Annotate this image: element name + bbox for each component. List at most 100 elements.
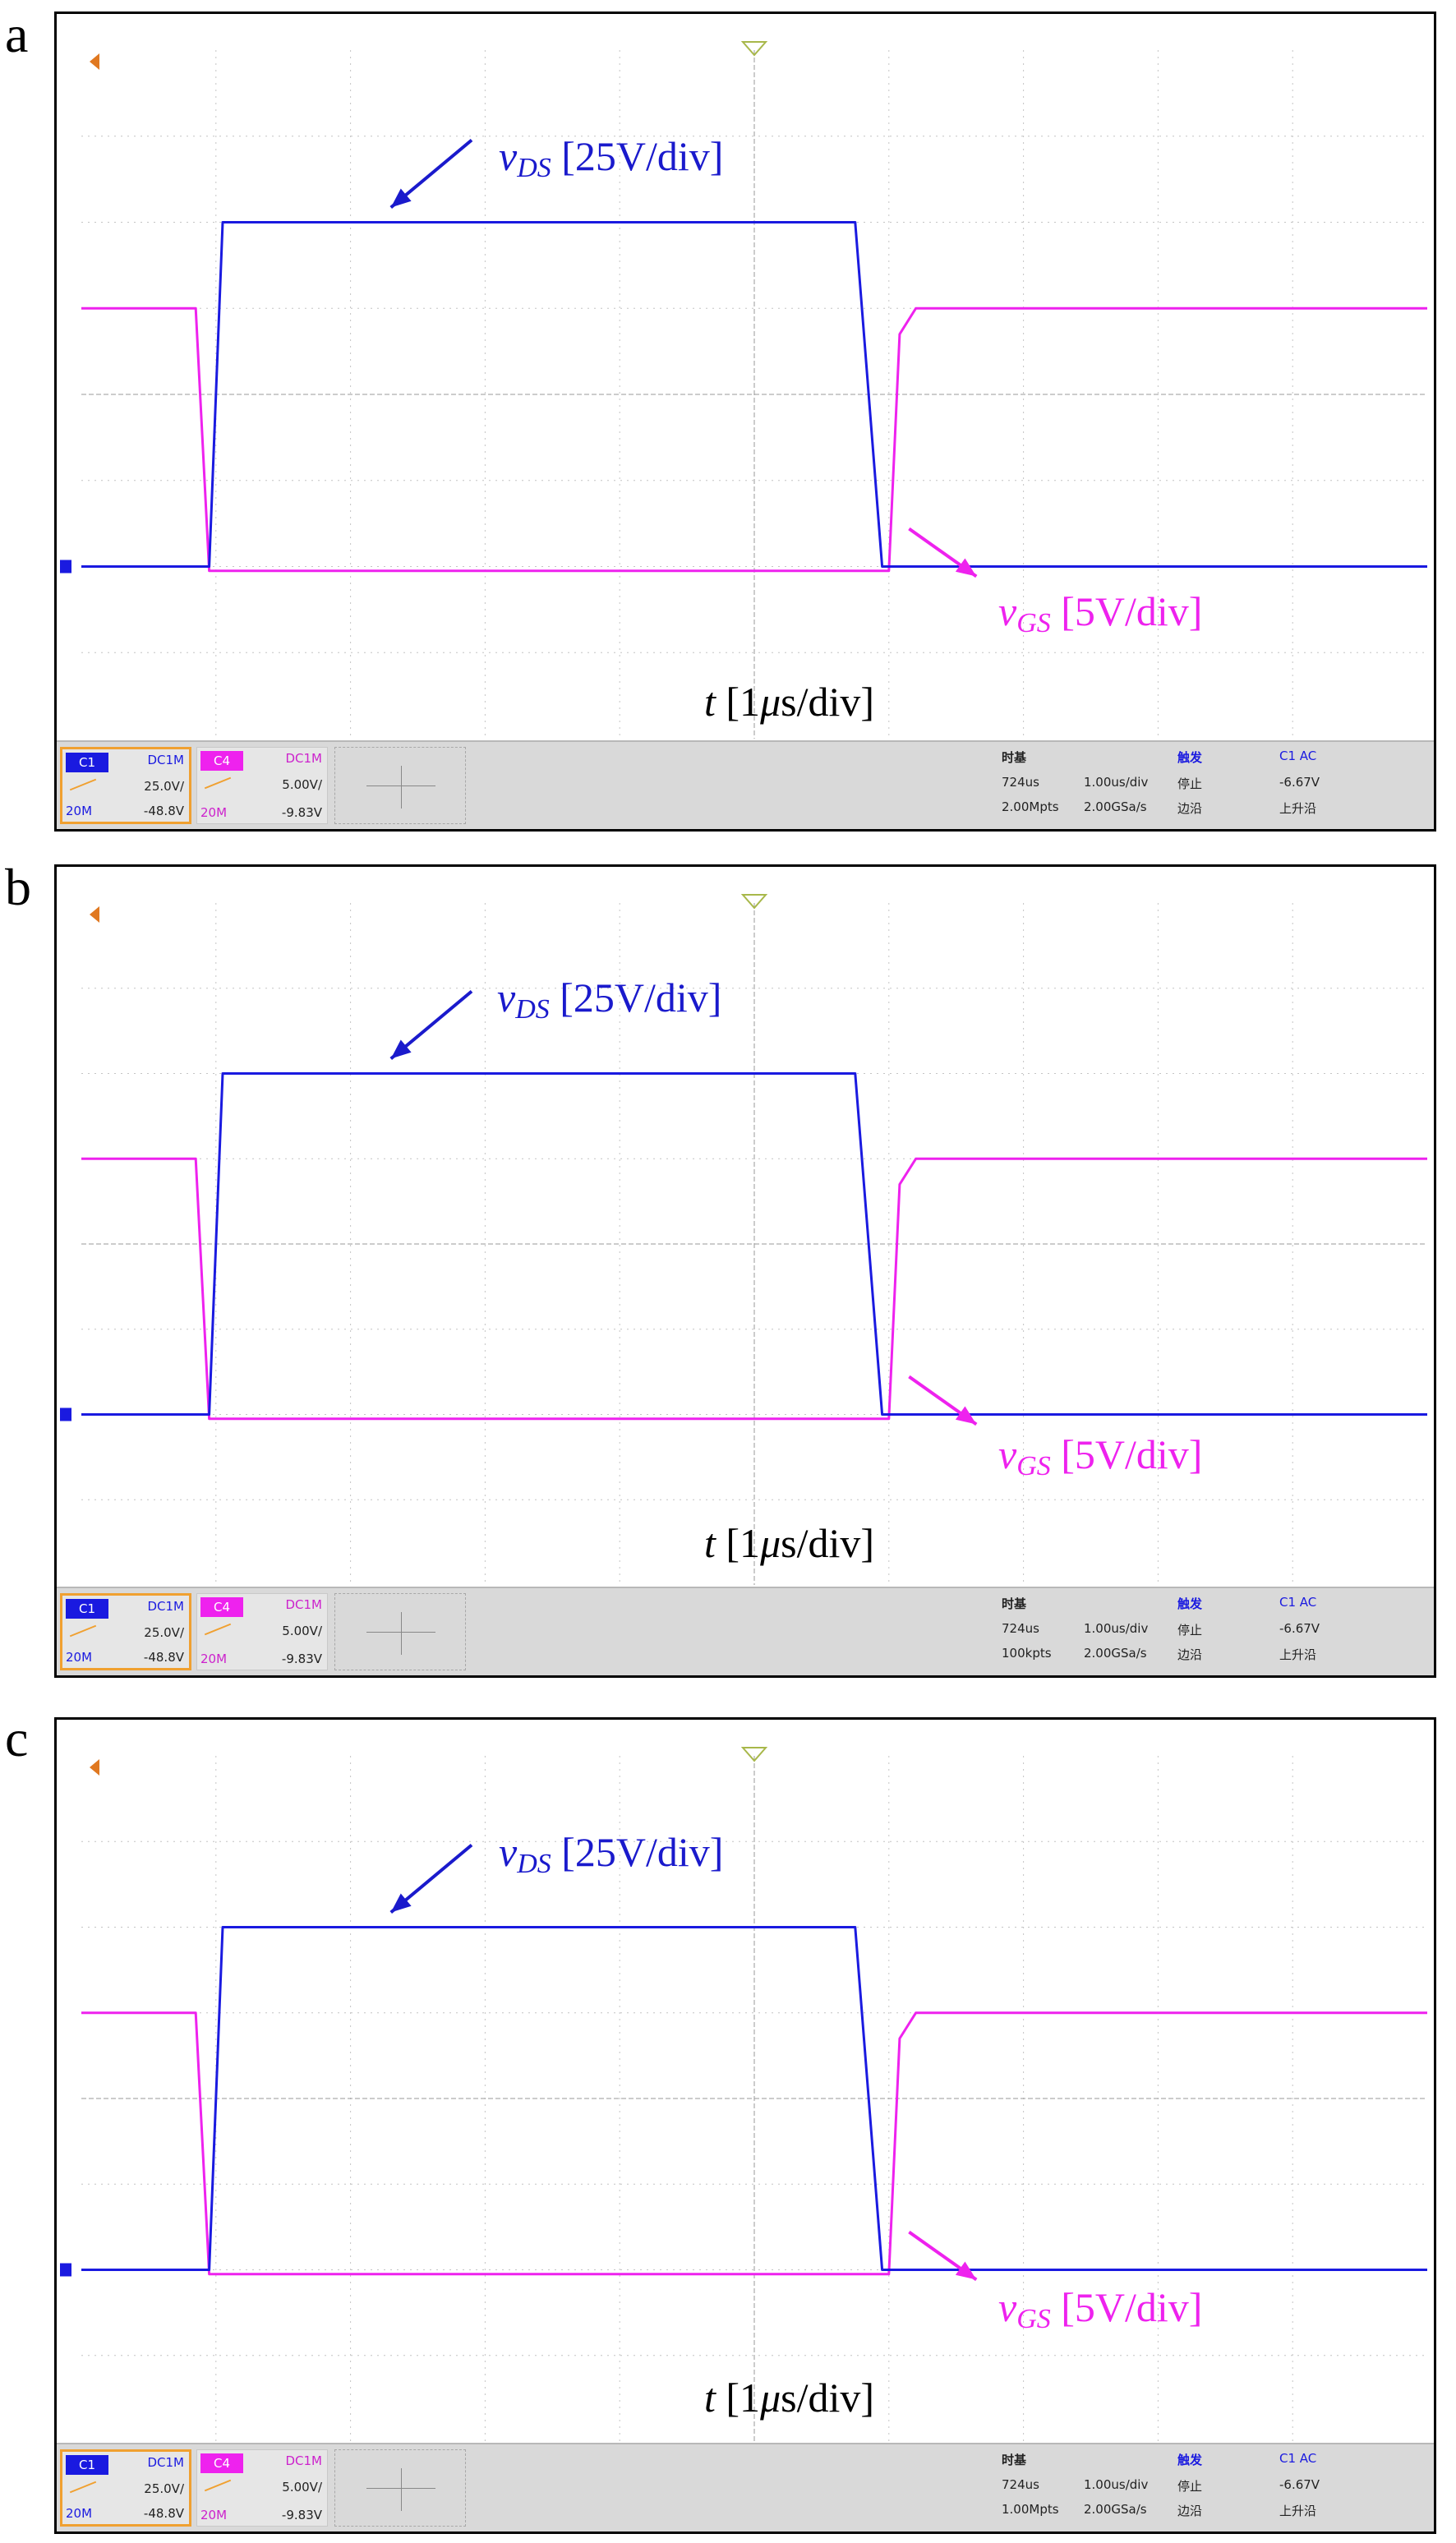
channel-4-scale: 5.00V/ [282,1624,322,1638]
oscilloscope-screen-a: vDS [25V/div] vGS [5V/div] t [1μs/div] C… [54,12,1436,832]
trigger-type: 边沿 [1177,1647,1203,1662]
sample-rate: 2.00GSa/s [1084,2502,1147,2517]
channel-1-coupling: DC1M [147,753,184,767]
timebase-delay: 724us [1002,2477,1039,2492]
trigger-source: C1 AC [1279,1595,1317,1610]
channel-1-box[interactable]: C1 DC1M 25.0V/ 20M -48.8V [60,747,191,824]
trigger-slope: 上升沿 [1279,801,1317,816]
add-channel-button[interactable] [334,1593,466,1670]
trigger-slope: 上升沿 [1279,1647,1317,1662]
trace-c1 [81,1072,1427,1416]
channel-4-offset: -9.83V [281,2508,322,2522]
channel-4-slope-icon [204,1623,232,1636]
timebase-scale: 1.00us/div [1084,1621,1149,1636]
channel-4-bandwidth: 20M [200,2508,228,2522]
channel-1-offset: -48.8V [143,2506,184,2521]
trigger-title[interactable]: 触发 [1177,2453,1203,2467]
channel-1-bandwidth: 20M [66,804,93,818]
trace-c4 [81,2011,1427,2276]
sample-rate: 2.00GSa/s [1084,1646,1147,1661]
waveform-plot-b [60,894,1427,1585]
channel-1-tag: C1 [66,753,108,772]
channel-4-coupling: DC1M [285,2453,322,2468]
trigger-position-icon [740,894,768,910]
channel-4-slope-icon [204,2479,232,2492]
vds-annotation: vDS [25V/div] [497,974,722,1025]
channel-ground-marker [60,2263,71,2277]
channel-1-box[interactable]: C1 DC1M 25.0V/ 20M -48.8V [60,2449,191,2527]
channel-4-tag: C4 [200,751,243,771]
channel-1-bandwidth: 20M [66,2506,93,2521]
timebase-title[interactable]: 时基 [1002,750,1027,765]
trace-c4 [81,1157,1427,1421]
oscilloscope-screen-c: vDS [25V/div] vGS [5V/div] t [1μs/div] C… [54,1717,1436,2534]
channel-4-scale: 5.00V/ [282,777,322,792]
trigger-type: 边沿 [1177,801,1203,816]
trigger-level: -6.67V [1279,2477,1320,2492]
vds-arrow [389,989,473,1061]
channel-4-offset: -9.83V [281,1652,322,1666]
trigger-state: 停止 [1177,2479,1203,2494]
panel-label-a: a [5,5,29,63]
channel-ground-marker [60,560,71,574]
grid [81,903,1427,1585]
channel-ground-marker [60,1407,71,1421]
channel-1-offset: -48.8V [143,1650,184,1665]
trigger-level: -6.67V [1279,1621,1320,1636]
status-bar: C1 DC1M 25.0V/ 20M -48.8V C4 DC1M 5.00V/… [57,1587,1434,1675]
trigger-source: C1 AC [1279,749,1317,763]
memory-depth: 2.00Mpts [1002,799,1059,814]
status-bar: C1 DC1M 25.0V/ 20M -48.8V C4 DC1M 5.00V/… [57,740,1434,829]
vgs-arrow [908,1375,978,1426]
vgs-arrow [908,527,978,578]
channel-1-box[interactable]: C1 DC1M 25.0V/ 20M -48.8V [60,1593,191,1670]
memory-depth: 1.00Mpts [1002,2502,1059,2517]
channel-4-box[interactable]: C4 DC1M 5.00V/ 20M -9.83V [196,2449,328,2527]
timebase-delay: 724us [1002,1621,1039,1636]
channel-4-bandwidth: 20M [200,805,228,820]
timebase-title[interactable]: 时基 [1002,2453,1027,2467]
status-bar: C1 DC1M 25.0V/ 20M -48.8V C4 DC1M 5.00V/… [57,2443,1434,2531]
trigger-state: 停止 [1177,1623,1203,1638]
channel-1-scale: 25.0V/ [144,779,184,794]
channel-4-box[interactable]: C4 DC1M 5.00V/ 20M -9.83V [196,1593,328,1670]
trigger-state: 停止 [1177,776,1203,791]
waveform-plot-a [60,41,1427,739]
channel-1-bandwidth: 20M [66,1650,93,1665]
channel-1-tag: C1 [66,1599,108,1619]
channel-4-offset: -9.83V [281,805,322,820]
trigger-title[interactable]: 触发 [1177,1596,1203,1611]
channel-1-scale: 25.0V/ [144,1625,184,1640]
memory-depth: 100kpts [1002,1646,1052,1661]
time-annotation: t [1μs/div] [704,679,875,725]
trace-c4 [81,306,1427,573]
timebase-title[interactable]: 时基 [1002,1596,1027,1611]
add-channel-button[interactable] [334,2449,466,2527]
trace-c1 [81,1926,1427,2271]
channel-1-offset: -48.8V [143,804,184,818]
channel-1-coupling: DC1M [147,1599,184,1614]
channel-4-box[interactable]: C4 DC1M 5.00V/ 20M -9.83V [196,747,328,824]
timebase-scale: 1.00us/div [1084,775,1149,790]
sample-rate: 2.00GSa/s [1084,799,1147,814]
channel-4-tag: C4 [200,1597,243,1617]
vgs-annotation: vGS [5V/div] [998,1431,1203,1481]
channel-4-bandwidth: 20M [200,1652,228,1666]
trigger-level-icon [90,1759,99,1776]
grid [81,50,1427,739]
trigger-level-icon [90,53,99,70]
trigger-position-icon [740,41,768,57]
trigger-slope: 上升沿 [1279,2504,1317,2518]
vds-arrow [389,1843,473,1914]
add-channel-button[interactable] [334,747,466,824]
oscilloscope-screen-b: vDS [25V/div] vGS [5V/div] t [1μs/div] C… [54,864,1436,1678]
channel-4-coupling: DC1M [285,751,322,766]
vgs-arrow [908,2230,978,2282]
panel-label-c: c [5,1709,29,1767]
channel-1-coupling: DC1M [147,2455,184,2470]
panel-label-b: b [5,858,31,916]
timebase-scale: 1.00us/div [1084,2477,1149,2492]
trigger-title[interactable]: 触发 [1177,750,1203,765]
time-annotation: t [1μs/div] [704,2375,875,2421]
vds-annotation: vDS [25V/div] [499,133,724,183]
